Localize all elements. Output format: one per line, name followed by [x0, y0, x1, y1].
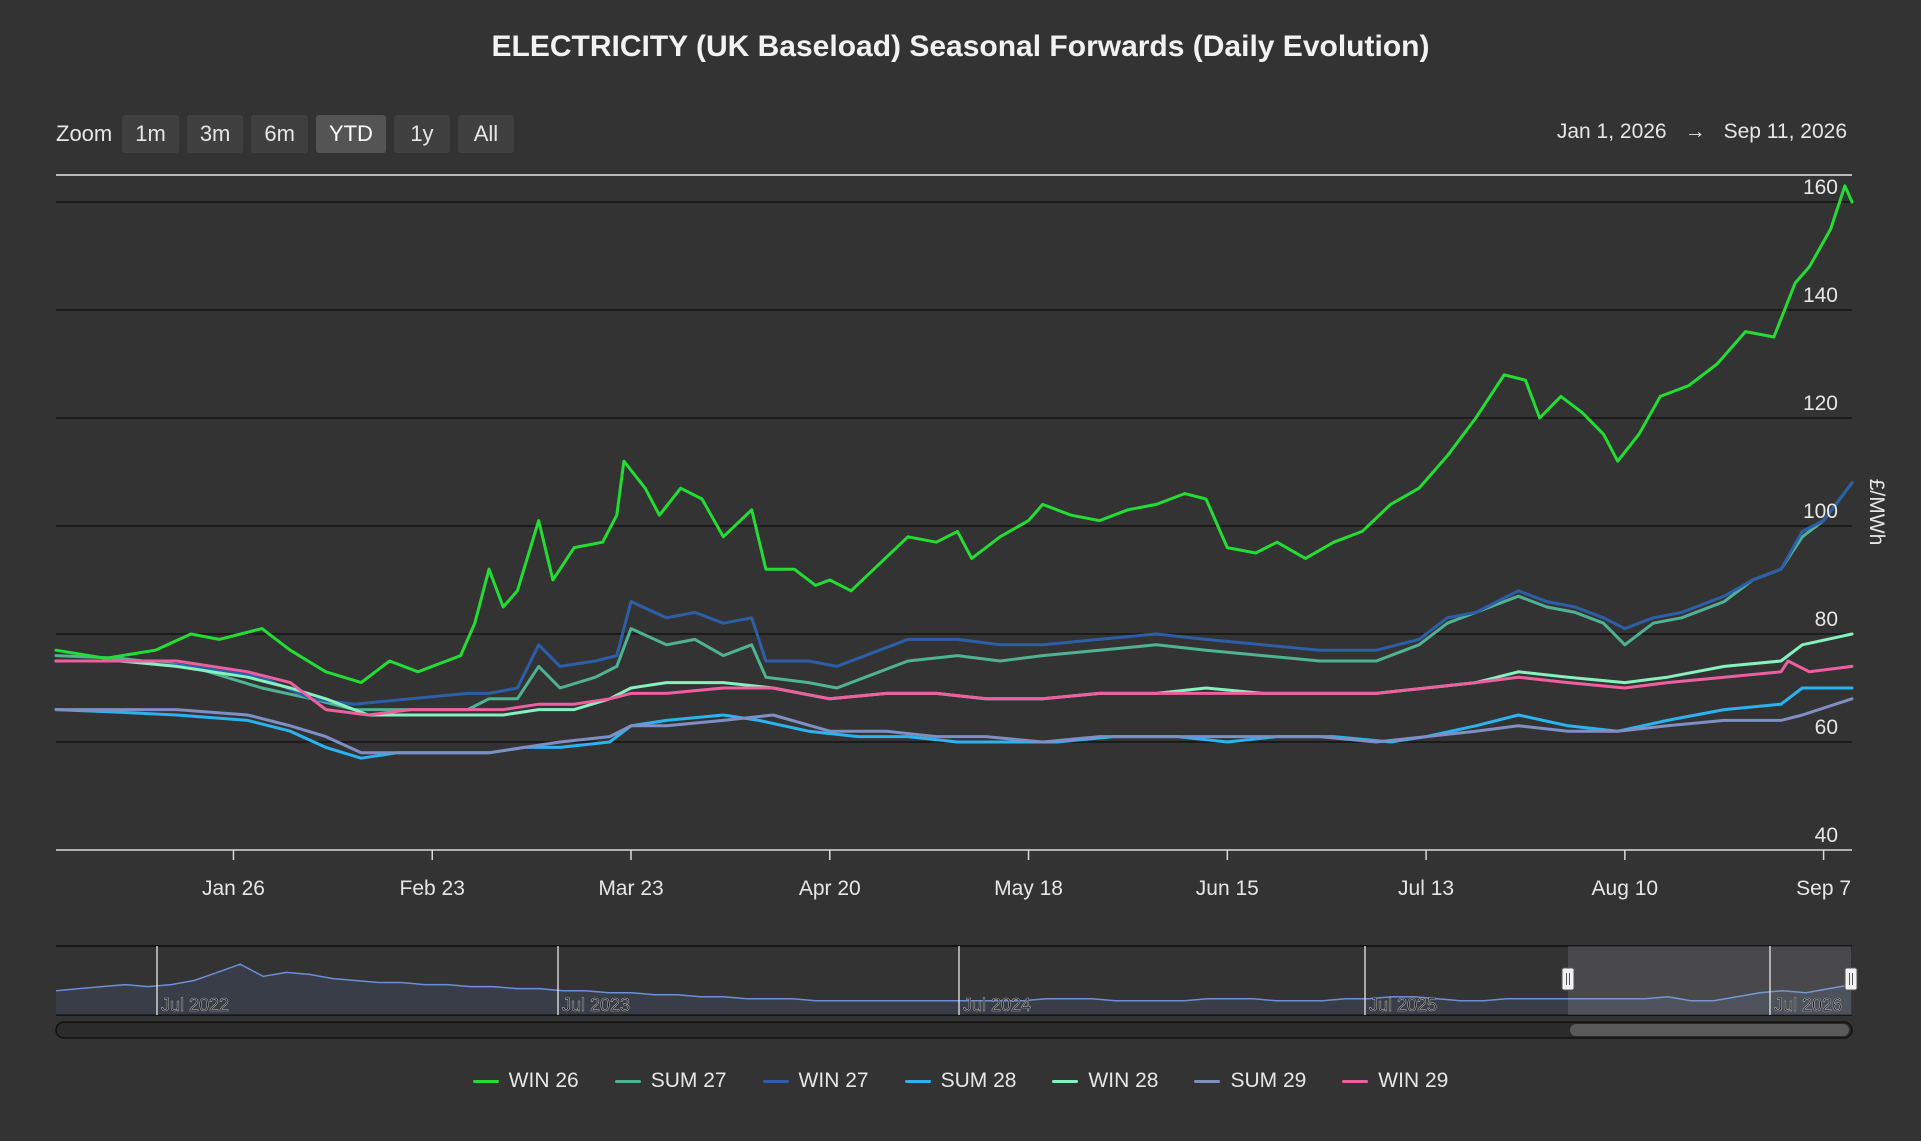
navigator-year-label: Jul 2022: [161, 995, 229, 1015]
navigator-year-label: Jul 2024: [963, 995, 1031, 1015]
legend-item-sum-29[interactable]: SUM 29: [1194, 1069, 1306, 1093]
zoom-3m-button[interactable]: 3m: [186, 115, 244, 153]
navigator-area: [56, 964, 1852, 1015]
legend-item-win-27[interactable]: WIN 27: [762, 1069, 869, 1093]
legend: WIN 26 SUM 27 WIN 27 SUM 28 WIN 28 SUM 29 WIN …: [0, 1069, 1921, 1093]
navigator-selection: [1568, 946, 1851, 1015]
x-tick-label: Jun 15: [1196, 877, 1259, 900]
range-arrow-icon: →: [1684, 120, 1706, 143]
scrollbar-track[interactable]: [55, 1021, 1853, 1039]
x-tick-label: Feb 23: [400, 877, 465, 900]
legend-swatch: [1052, 1079, 1079, 1083]
y-tick-label: 60: [1815, 716, 1838, 739]
x-tick-label: May 18: [994, 877, 1063, 900]
zoom-1y-button[interactable]: 1y: [393, 115, 450, 153]
grid-layer: [56, 174, 1852, 851]
x-tick-label: Jul 13: [1398, 877, 1454, 900]
axis-layer: 40 60 80 100 120 140 160 £/MWh Jan 26 Feb 23 Mar 2…: [202, 176, 1888, 900]
navigator-handle-left[interactable]: [1561, 967, 1575, 991]
legend-item-win-29[interactable]: WIN 29: [1342, 1069, 1448, 1093]
navigator-year-label: Jul 2025: [1369, 995, 1437, 1015]
x-tick-label: Sep 7: [1796, 877, 1851, 900]
series-line-sum-28: [54, 686, 1854, 760]
y-tick-label: 120: [1803, 392, 1838, 415]
series-line-sum-27: [54, 481, 1854, 712]
legend-item-win-28[interactable]: WIN 28: [1052, 1069, 1158, 1093]
series-line-win-26: [54, 184, 1854, 685]
legend-swatch: [1194, 1079, 1221, 1083]
series-layer: [54, 184, 1854, 760]
zoom-ytd-button[interactable]: YTD: [315, 115, 386, 153]
zoom-1m-button[interactable]: 1m: [122, 115, 179, 153]
legend-label: SUM 28: [940, 1069, 1017, 1092]
x-tick-label: Apr 20: [799, 877, 861, 900]
legend-swatch: [614, 1079, 641, 1083]
y-tick-label: 40: [1815, 824, 1838, 847]
x-tick-label: Mar 23: [598, 877, 663, 900]
x-tick-label: Aug 10: [1592, 877, 1659, 900]
chart-title: ELECTRICITY (UK Baseload) Seasonal Forwa…: [491, 30, 1430, 63]
series-line-win-27: [54, 481, 1854, 706]
navigator-year-label: Jul 2023: [562, 995, 630, 1015]
range-to[interactable]: Sep 11, 2026: [1723, 120, 1847, 143]
navigator-line: [55, 963, 1853, 1002]
y-tick-label: 100: [1803, 500, 1838, 523]
navigator-year-label: Jul 2026: [1774, 995, 1842, 1015]
date-range-display: Jan 1, 2026 → Sep 11, 2026: [1557, 120, 1847, 144]
legend-label: WIN 27: [798, 1069, 869, 1092]
range-selector: Zoom 1m 3m 6m YTD 1y All: [56, 115, 514, 153]
y-tick-label: 140: [1803, 284, 1838, 307]
zoom-6m-button[interactable]: 6m: [251, 115, 308, 153]
navigator[interactable]: Jul 2022 Jul 2023 Jul 2024 Jul 2025 Jul 2026: [55, 945, 1858, 1039]
legend-label: WIN 28: [1088, 1069, 1159, 1092]
y-axis-title: £/MWh: [1865, 479, 1888, 546]
legend-label: SUM 27: [650, 1069, 727, 1092]
legend-label: WIN 26: [508, 1069, 579, 1092]
zoom-all-button[interactable]: All: [457, 115, 514, 153]
legend-swatch: [472, 1079, 499, 1083]
navigator-handle-right[interactable]: [1844, 967, 1858, 991]
legend-label: SUM 29: [1230, 1069, 1307, 1092]
series-line-sum-29: [54, 697, 1854, 755]
scrollbar-thumb[interactable]: [1570, 1024, 1849, 1036]
zoom-label: Zoom: [56, 121, 113, 146]
legend-label: WIN 29: [1378, 1069, 1449, 1092]
y-tick-label: 80: [1815, 608, 1838, 631]
legend-item-sum-27[interactable]: SUM 27: [614, 1069, 727, 1093]
legend-item-win-26[interactable]: WIN 26: [472, 1069, 579, 1093]
range-from[interactable]: Jan 1, 2026: [1556, 120, 1667, 143]
legend-item-sum-28[interactable]: SUM 28: [904, 1069, 1017, 1093]
series-line-win-29: [54, 659, 1854, 717]
legend-swatch: [904, 1079, 931, 1083]
legend-swatch: [1342, 1079, 1369, 1083]
x-tick-label: Jan 26: [202, 877, 265, 900]
legend-swatch: [762, 1079, 789, 1083]
y-tick-label: 160: [1803, 176, 1838, 199]
